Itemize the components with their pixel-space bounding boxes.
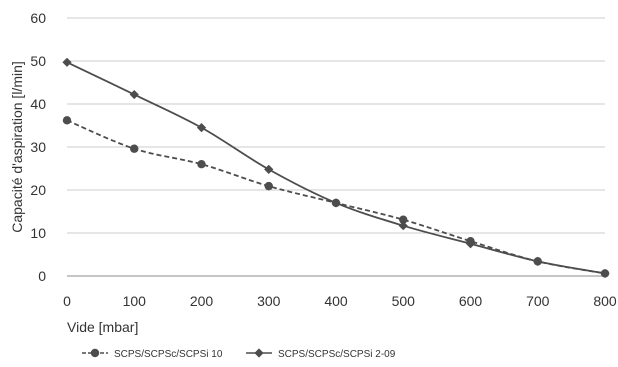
y-tick-labels: 0 10 20 30 40 50 60 (30, 10, 46, 284)
y-tick-label: 30 (30, 139, 46, 155)
legend-item: SCPS/SCPSc/SCPSi 10 (82, 348, 223, 360)
y-tick-label: 10 (30, 225, 46, 241)
data-point (62, 57, 72, 67)
grid-lines (67, 17, 605, 277)
x-tick-label: 500 (392, 293, 416, 309)
y-axis-label: Capacité d'aspiration [l/min] (9, 61, 25, 233)
data-point (398, 221, 408, 231)
data-point (196, 123, 207, 133)
legend-label: SCPS/SCPSc/SCPSi 10 (114, 349, 223, 360)
data-point (264, 181, 273, 191)
x-tick-labels: 0 100 200 300 400 500 600 700 800 (63, 293, 617, 309)
data-point (465, 239, 476, 249)
series-1 (62, 116, 610, 278)
data-point (331, 198, 341, 208)
x-tick-label: 400 (324, 293, 348, 309)
legend: SCPS/SCPSc/SCPSi 10 SCPS/SCPSc/SCPSi 2-09 (82, 348, 396, 360)
data-point (264, 164, 274, 174)
x-tick-label: 0 (63, 293, 71, 309)
legend-item: SCPS/SCPSc/SCPSi 2-09 (246, 348, 396, 360)
data-point (254, 348, 264, 358)
x-tick-label: 700 (526, 293, 550, 309)
series-line (66, 119, 606, 275)
data-point (62, 116, 72, 125)
data-point (600, 268, 610, 279)
data-point (129, 89, 139, 100)
y-tick-label: 60 (30, 10, 46, 26)
y-tick-label: 20 (30, 182, 46, 198)
series-2 (62, 57, 610, 279)
y-tick-label: 40 (30, 96, 46, 112)
y-tick-label: 0 (38, 268, 46, 284)
x-tick-label: 100 (123, 293, 147, 309)
data-point (197, 160, 206, 169)
y-tick-label: 50 (30, 53, 46, 69)
data-point (533, 256, 543, 266)
x-tick-label: 200 (190, 293, 214, 309)
series-line (66, 61, 606, 275)
x-axis-label: Vide [mbar] (67, 319, 138, 335)
x-tick-label: 600 (459, 293, 483, 309)
x-tick-label: 800 (593, 293, 617, 309)
data-point (399, 215, 408, 224)
data-point (130, 144, 139, 153)
x-tick-label: 300 (257, 293, 281, 309)
data-point (90, 348, 100, 358)
series-layer (62, 57, 610, 279)
legend-label: SCPS/SCPSc/SCPSi 2-09 (278, 349, 396, 360)
